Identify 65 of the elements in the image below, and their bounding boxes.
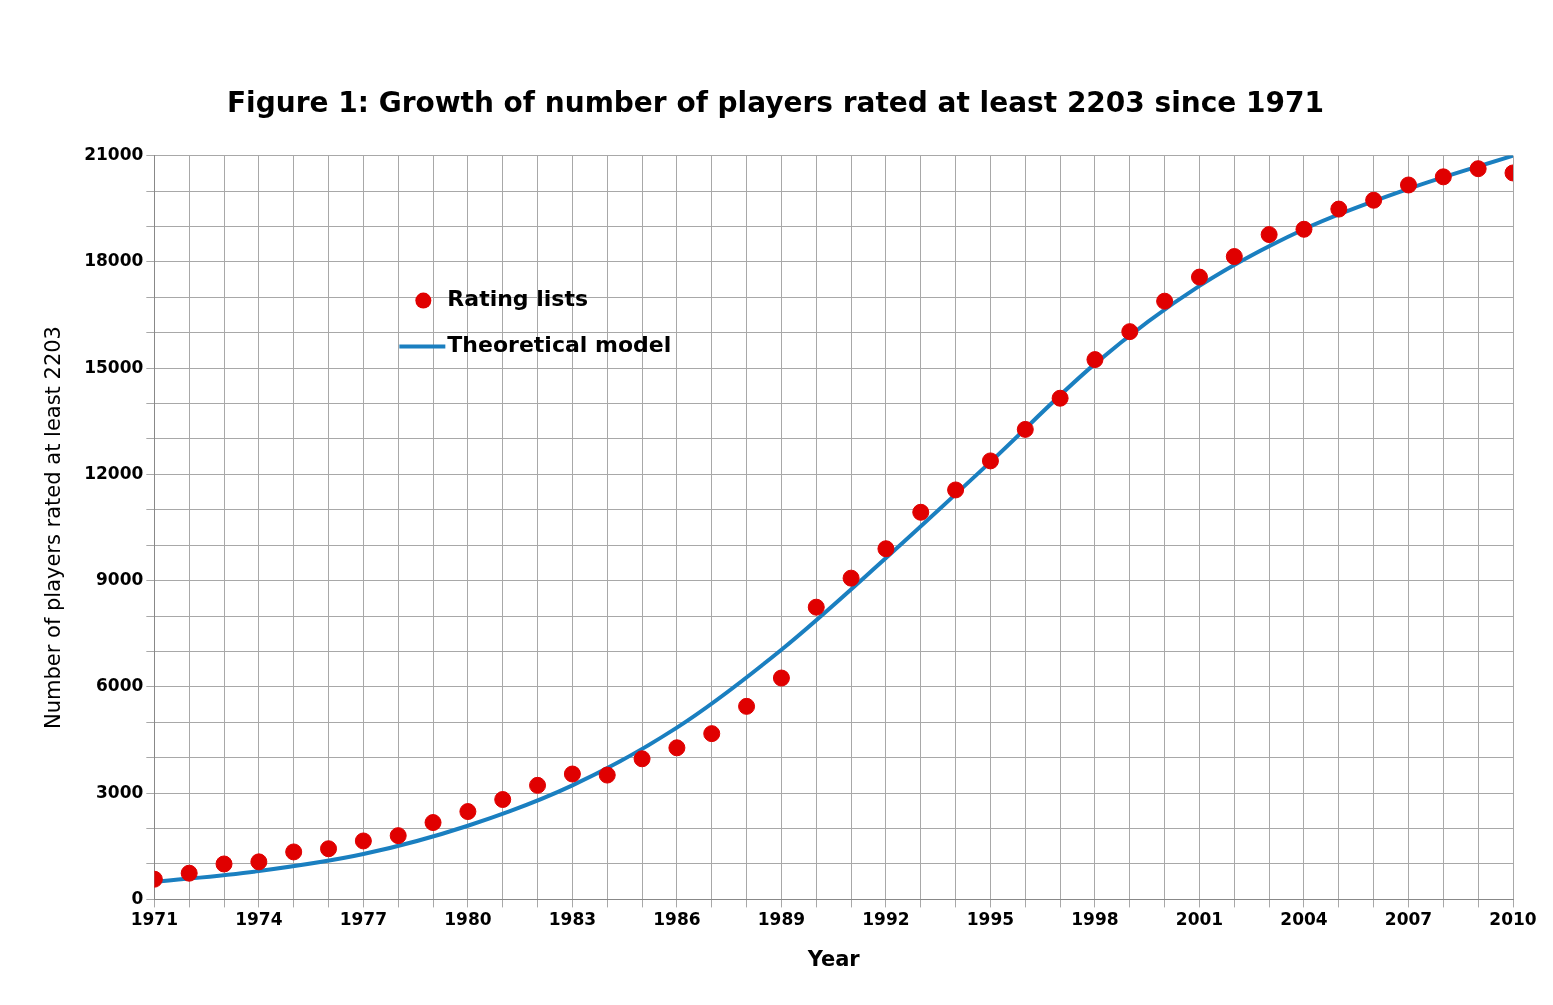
x-tick-label: 1989 — [757, 909, 806, 930]
point — [1260, 226, 1278, 244]
point — [424, 814, 442, 832]
point — [633, 750, 651, 768]
point — [981, 452, 999, 470]
y-axis-title: Number of players rated at least 2203 — [41, 326, 66, 729]
point — [1190, 268, 1208, 286]
x-tick-label: 1977 — [339, 909, 388, 930]
point — [1399, 176, 1417, 194]
chart-title: Figure 1: Growth of number of players rated at least 2203 since 1971 — [226, 86, 1325, 120]
x-axis-title: Year — [806, 946, 861, 971]
y-tick-label: 9000 — [96, 569, 144, 590]
point — [1434, 168, 1452, 186]
point — [807, 598, 825, 616]
point — [1121, 323, 1139, 341]
y-tick-label: 3000 — [96, 781, 144, 802]
point — [668, 739, 686, 757]
y-tick-label: 15000 — [84, 356, 144, 377]
x-tick-label: 1980 — [444, 909, 492, 930]
x-tick-label: 2010 — [1489, 909, 1537, 930]
legend-label: Rating lists — [447, 286, 589, 312]
point — [1156, 292, 1174, 310]
point — [1016, 420, 1034, 438]
point — [494, 791, 512, 809]
x-tick-label: 1974 — [235, 909, 283, 930]
point — [772, 669, 790, 687]
point — [285, 843, 303, 861]
x-tick-label: 1971 — [130, 909, 179, 930]
x-tick-label: 1986 — [653, 909, 701, 930]
point — [250, 853, 268, 871]
point — [842, 569, 860, 587]
point — [1330, 200, 1348, 218]
point — [389, 827, 407, 845]
point — [354, 832, 372, 850]
point — [215, 855, 233, 873]
x-tick-label: 1992 — [862, 909, 910, 930]
point — [180, 864, 198, 882]
point — [1365, 191, 1383, 209]
point — [598, 766, 616, 784]
point — [529, 776, 547, 794]
point — [877, 540, 895, 558]
y-tick-label: 21000 — [84, 144, 144, 165]
point — [320, 840, 338, 858]
point — [1295, 220, 1313, 238]
point — [1051, 389, 1069, 407]
x-tick-label: 2004 — [1280, 909, 1328, 930]
x-tick-label: 1995 — [966, 909, 1015, 930]
legend-label: Theoretical model — [447, 332, 672, 358]
y-tick-label: 12000 — [84, 462, 144, 483]
point — [1469, 160, 1487, 178]
point — [703, 725, 721, 743]
y-tick-label: 6000 — [96, 675, 144, 696]
x-tick-label: 2007 — [1384, 909, 1433, 930]
point — [947, 481, 965, 499]
y-tick-label: 18000 — [84, 250, 144, 271]
point — [1086, 351, 1104, 369]
point — [912, 503, 930, 521]
y-tick-label: 0 — [131, 887, 144, 908]
point — [563, 765, 581, 783]
x-tick-label: 1983 — [548, 909, 597, 930]
point — [1225, 248, 1243, 266]
x-tick-label: 2001 — [1175, 909, 1224, 930]
x-tick-label: 1998 — [1071, 909, 1119, 930]
point — [459, 803, 477, 821]
point — [738, 697, 756, 715]
